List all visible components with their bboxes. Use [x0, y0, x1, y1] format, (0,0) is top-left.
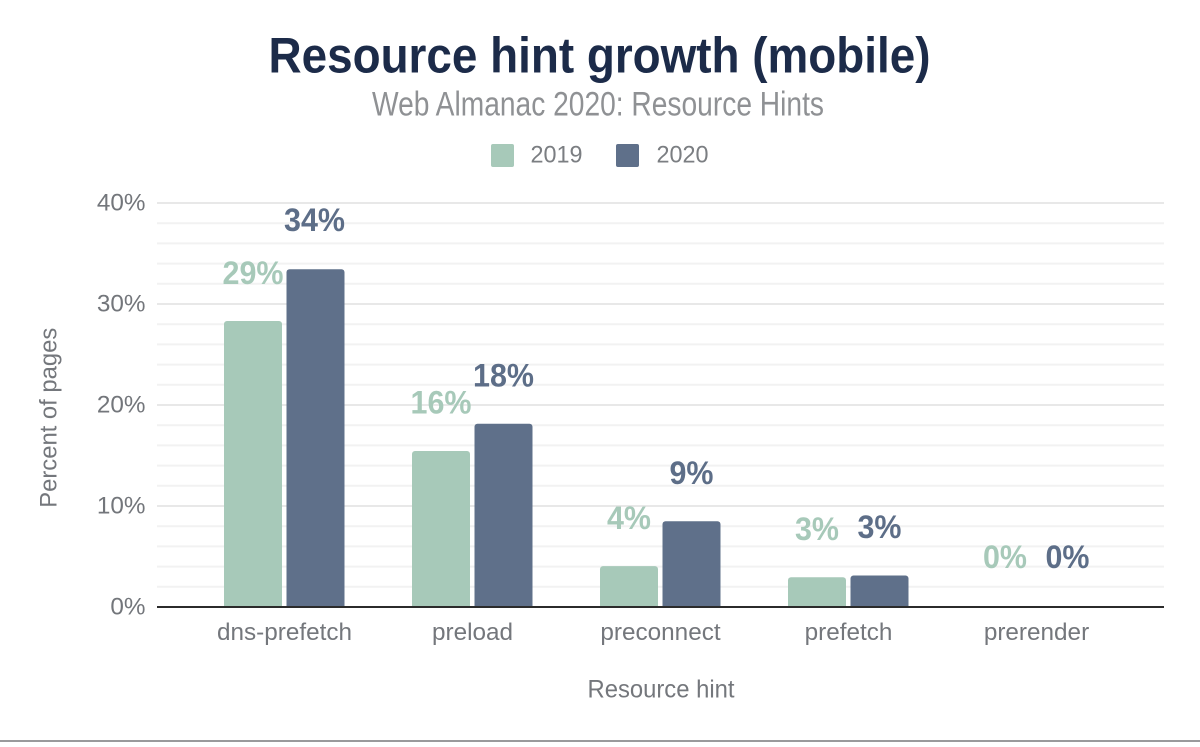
svg-text:preconnect: preconnect	[600, 619, 720, 646]
svg-text:34%: 34%	[284, 202, 345, 238]
svg-text:0%: 0%	[1046, 539, 1090, 575]
svg-text:dns-prefetch: dns-prefetch	[217, 619, 352, 646]
svg-text:Resource hint growth (mobile): Resource hint growth (mobile)	[269, 27, 931, 84]
svg-text:18%: 18%	[473, 357, 534, 393]
svg-text:40%: 40%	[97, 190, 146, 217]
svg-text:29%: 29%	[223, 255, 284, 291]
svg-text:Percent of pages: Percent of pages	[36, 328, 63, 508]
svg-text:preload: preload	[432, 619, 513, 646]
svg-text:2019: 2019	[531, 142, 583, 168]
svg-text:3%: 3%	[795, 511, 839, 547]
svg-text:20%: 20%	[97, 392, 146, 419]
svg-text:Web Almanac 2020: Resource Hin: Web Almanac 2020: Resource Hints	[372, 85, 824, 123]
svg-text:4%: 4%	[607, 500, 651, 536]
svg-text:prerender: prerender	[984, 619, 1089, 646]
svg-text:0%: 0%	[110, 594, 145, 621]
svg-text:2020: 2020	[657, 142, 709, 168]
svg-text:10%: 10%	[97, 493, 146, 520]
svg-text:16%: 16%	[411, 385, 472, 421]
svg-text:Resource hint: Resource hint	[588, 676, 735, 703]
svg-text:prefetch: prefetch	[805, 619, 893, 646]
svg-text:3%: 3%	[858, 509, 902, 545]
svg-text:30%: 30%	[97, 291, 146, 318]
svg-text:9%: 9%	[670, 455, 714, 491]
svg-text:0%: 0%	[983, 539, 1027, 575]
